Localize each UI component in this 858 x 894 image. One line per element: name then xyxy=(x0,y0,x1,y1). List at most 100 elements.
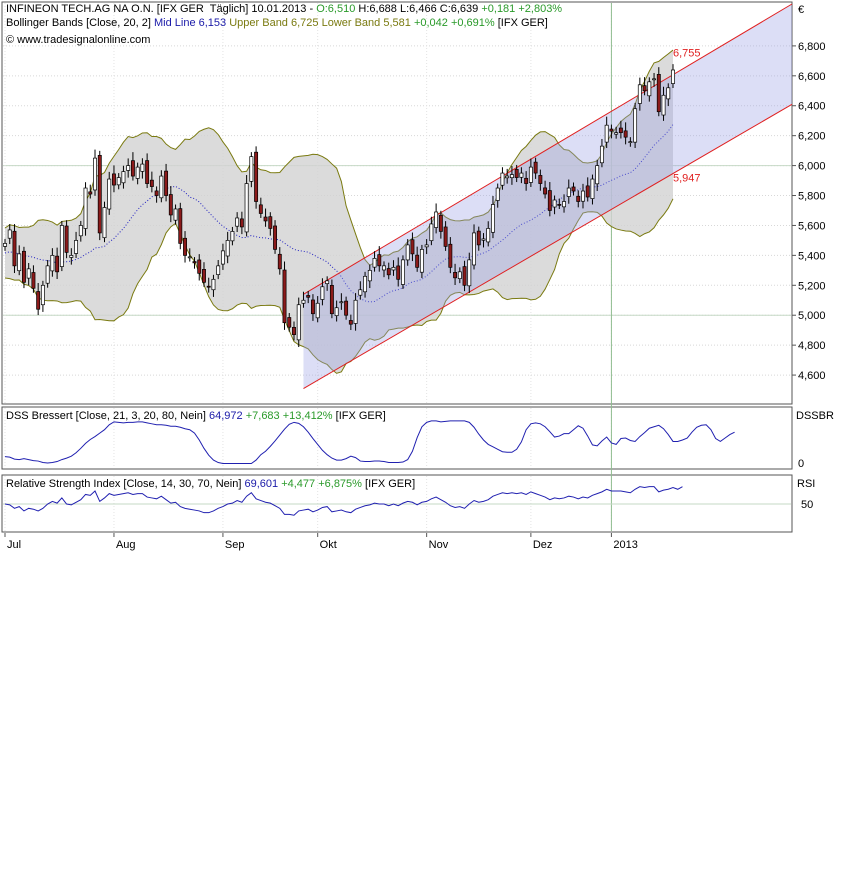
main-high: H:6,688 xyxy=(358,3,397,15)
dss-exchange: [IFX GER] xyxy=(335,410,386,422)
candle xyxy=(386,262,391,280)
candle-body-up xyxy=(249,156,254,182)
candle xyxy=(149,171,154,193)
candle-body-down xyxy=(149,179,154,187)
candle xyxy=(367,264,372,289)
candle-body-up xyxy=(7,229,12,239)
candle-body-down xyxy=(168,194,173,216)
candle-body-up xyxy=(358,289,363,296)
candle-body-down xyxy=(348,320,353,325)
candle-body-down xyxy=(130,160,135,177)
candle-body-down xyxy=(396,265,401,280)
candle xyxy=(472,224,476,270)
candle-body-down xyxy=(538,175,543,184)
candle-body-down xyxy=(254,151,259,202)
candle-body-up xyxy=(121,171,126,184)
candle xyxy=(78,220,83,242)
candle-body-down xyxy=(55,255,60,273)
candle-body-up xyxy=(93,157,97,191)
candle xyxy=(334,300,339,322)
candle xyxy=(557,198,562,209)
candle-body-up xyxy=(671,69,675,84)
candle xyxy=(107,171,112,215)
candle-body-up xyxy=(604,124,609,143)
candle xyxy=(595,159,600,191)
candle xyxy=(220,243,225,270)
candle xyxy=(543,180,548,199)
candle xyxy=(434,203,439,234)
candle-body-up xyxy=(614,132,619,135)
candle-body-up xyxy=(429,223,434,242)
rsi-axis-label: RSI xyxy=(797,478,815,490)
candle-body-down xyxy=(273,225,277,250)
candle xyxy=(495,183,500,208)
candle-body-up xyxy=(211,278,216,291)
candle-body-down xyxy=(178,208,183,244)
candle-body-up xyxy=(637,84,642,104)
main-close: C:6,639 xyxy=(439,3,479,15)
dss-change-pct: +13,412% xyxy=(282,410,333,422)
candle-body-up xyxy=(552,199,557,208)
candle-body-up xyxy=(107,178,112,210)
candle xyxy=(666,83,671,107)
candle-body-up xyxy=(472,232,476,266)
rsi-line xyxy=(4,486,683,516)
candle-body-down xyxy=(618,127,623,134)
candle-body-up xyxy=(216,265,221,275)
candle xyxy=(661,86,666,121)
candle xyxy=(642,77,647,96)
candle-body-up xyxy=(491,204,495,233)
candle-body-up xyxy=(187,256,192,259)
candle-body-up xyxy=(244,183,249,233)
candle xyxy=(258,197,263,218)
candle-body-up xyxy=(457,271,462,280)
candle-body-down xyxy=(377,254,382,267)
copyright: © www.tradesignalonline.com xyxy=(6,34,150,47)
candle-body-down xyxy=(410,239,415,255)
candle-body-up xyxy=(40,284,45,306)
candle xyxy=(637,77,642,111)
candle-body-up xyxy=(45,265,50,284)
candle-body-up xyxy=(74,240,79,254)
candle-body-down xyxy=(476,230,481,246)
candle xyxy=(93,149,97,196)
candle-body-up xyxy=(116,177,121,186)
candle-body-down xyxy=(12,230,17,267)
candle-body-up xyxy=(173,208,178,221)
candle xyxy=(40,280,45,312)
candle-body-down xyxy=(192,261,197,264)
candle xyxy=(178,202,183,250)
bb-lower: Lower Band 5,581 xyxy=(321,17,411,29)
candle xyxy=(26,262,31,286)
candle xyxy=(164,163,169,202)
candle xyxy=(363,271,368,298)
candle-body-down xyxy=(543,187,548,195)
candle-body-down xyxy=(310,299,315,315)
rsi-legend: Relative Strength Index [Close, 14, 30, … xyxy=(6,478,415,491)
candle-body-down xyxy=(386,268,391,276)
price-tick-label: 5,800 xyxy=(798,191,826,203)
candle-body-up xyxy=(467,259,472,287)
candle xyxy=(287,313,292,332)
candle-body-up xyxy=(135,166,140,179)
candle-body-up xyxy=(661,94,666,116)
candle-body-down xyxy=(306,295,311,298)
candle xyxy=(292,321,296,341)
candle-body-down xyxy=(263,216,268,222)
candle xyxy=(424,239,429,255)
candle xyxy=(576,190,581,208)
main-date: 10.01.2013 - xyxy=(251,3,314,15)
candle xyxy=(415,246,420,272)
price-tick-label: 5,600 xyxy=(798,220,826,232)
candle-body-up xyxy=(486,228,491,243)
price-tick-label: 6,800 xyxy=(798,41,826,53)
candle-body-down xyxy=(292,326,296,336)
candle-body-up xyxy=(401,259,405,285)
dss-line xyxy=(4,420,735,465)
main-symbol: INFINEON TECH.AG NA O.N. xyxy=(6,3,154,15)
dss-axis-zero: 0 xyxy=(798,458,804,470)
candle xyxy=(344,296,349,320)
candle xyxy=(514,164,519,183)
candle-body-down xyxy=(557,204,562,206)
candle-body-up xyxy=(230,231,235,242)
